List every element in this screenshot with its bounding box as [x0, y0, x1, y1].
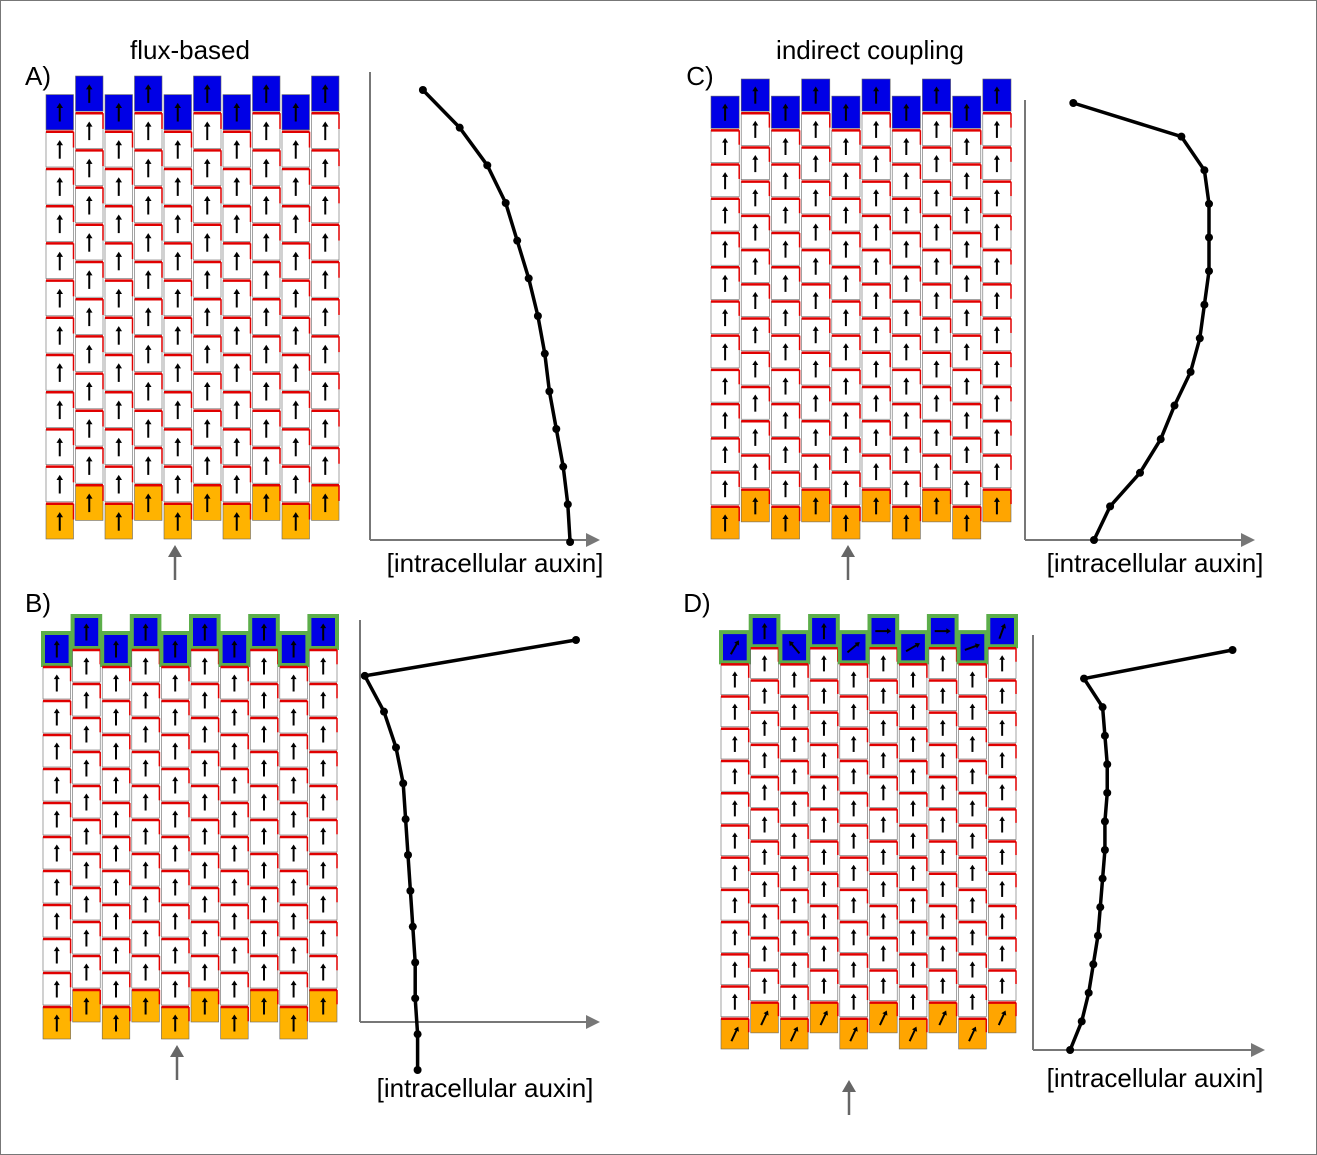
panel-label: D) — [683, 588, 710, 618]
profile-point — [1101, 732, 1109, 740]
profile-point — [502, 199, 510, 207]
profile-point — [1103, 760, 1111, 768]
profile-point — [559, 463, 567, 471]
x-axis-label: [intracellular auxin] — [1047, 1063, 1264, 1093]
profile-point — [1103, 789, 1111, 797]
profile-point — [456, 124, 464, 132]
profile-point — [406, 887, 414, 895]
profile-point — [566, 538, 574, 546]
panel-label: A) — [25, 61, 51, 91]
profile-point — [1205, 200, 1213, 208]
profile-point — [534, 312, 542, 320]
profile-point — [1229, 646, 1237, 654]
profile-point — [564, 500, 572, 508]
profile-point — [545, 387, 553, 395]
profile-point — [1200, 166, 1208, 174]
profile-point — [404, 851, 412, 859]
profile-point — [541, 350, 549, 358]
profile-point — [392, 744, 400, 752]
profile-point — [1177, 133, 1185, 141]
profile-point — [552, 425, 560, 433]
profile-point — [1090, 536, 1098, 544]
profile-point — [1200, 301, 1208, 309]
profile-point — [1085, 989, 1093, 997]
x-axis-label: [intracellular auxin] — [387, 548, 604, 578]
profile-point — [414, 1030, 422, 1038]
profile-point — [409, 923, 417, 931]
profile-point — [1099, 703, 1107, 711]
profile-point — [1078, 1017, 1086, 1025]
profile-point — [1157, 435, 1165, 443]
profile-point — [1099, 875, 1107, 883]
profile-point — [1066, 1046, 1074, 1054]
profile-point — [419, 86, 427, 94]
profile-point — [1089, 960, 1097, 968]
panel-title: indirect coupling — [776, 35, 964, 65]
profile-point — [1094, 932, 1102, 940]
panel-label: C) — [686, 61, 713, 91]
panel-label: B) — [25, 588, 51, 618]
profile-point — [399, 779, 407, 787]
x-axis-label: [intracellular auxin] — [377, 1073, 594, 1103]
profile-point — [380, 708, 388, 716]
profile-point — [483, 161, 491, 169]
profile-point — [1080, 675, 1088, 683]
profile-point — [1187, 368, 1195, 376]
profile-point — [1171, 402, 1179, 410]
profile-point — [402, 815, 410, 823]
figure: A) flux-based [intracellular auxin] B) [intr… — [0, 0, 1317, 1155]
profile-point — [572, 636, 580, 644]
profile-point — [1136, 469, 1144, 477]
profile-point — [1205, 267, 1213, 275]
profile-point — [1069, 99, 1077, 107]
profile-point — [411, 994, 419, 1002]
profile-point — [1196, 334, 1204, 342]
x-axis-label: [intracellular auxin] — [1047, 548, 1264, 578]
profile-point — [1205, 233, 1213, 241]
profile-point — [1106, 502, 1114, 510]
profile-point — [1101, 817, 1109, 825]
profile-point — [525, 274, 533, 282]
panel-title: flux-based — [130, 35, 250, 65]
profile-point — [1096, 903, 1104, 911]
profile-point — [513, 237, 521, 245]
profile-point — [361, 672, 369, 680]
profile-point — [1101, 846, 1109, 854]
profile-point — [414, 1066, 422, 1074]
profile-point — [411, 959, 419, 967]
